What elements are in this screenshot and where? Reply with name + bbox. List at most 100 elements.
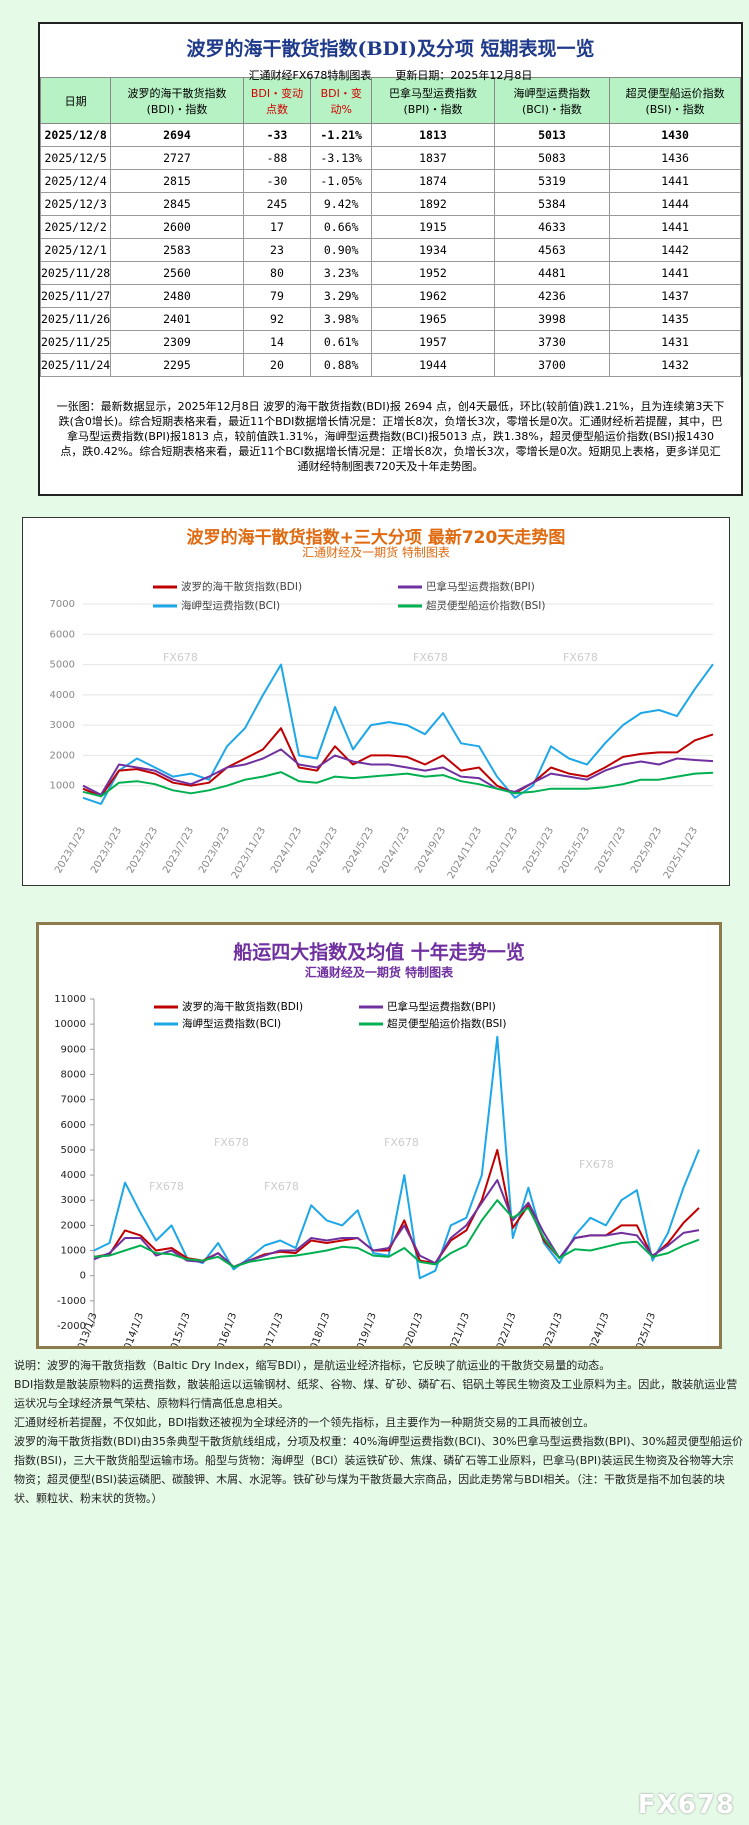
x-tick-label: 2024/3/23 <box>305 826 340 876</box>
x-tick-label: 2016/1/3 <box>214 1311 240 1349</box>
table-subtitle: 汇通财经FX678特制图表 更新日期：2025年12月8日 <box>40 67 741 83</box>
y-tick-label: -1000 <box>57 1296 86 1307</box>
column-header: 海岬型运费指数(BCI)・指数 <box>493 77 611 124</box>
table-cell: 1436 <box>609 146 741 170</box>
table-cell: 2309 <box>110 330 244 354</box>
legend-label: 海岬型运费指数(BCI) <box>181 599 280 612</box>
watermark: FX678 <box>413 651 448 664</box>
table-cell: 1962 <box>371 284 495 308</box>
table-header: 波罗的海干散货指数(BDI)及分项 短期表现一览 汇通财经FX678特制图表 更新… <box>40 24 741 82</box>
table-row: 2025/11/27 2480 79 3.29% 1962 4236 1437 <box>39 284 741 308</box>
table-cell: 1952 <box>371 261 495 285</box>
y-tick-label: 3000 <box>61 1195 86 1206</box>
y-tick-label: 6000 <box>50 629 75 640</box>
series-line <box>82 748 714 796</box>
table-cell: 2727 <box>110 146 244 170</box>
x-tick-label: 2025/1/3 <box>632 1311 658 1349</box>
table-row: 2025/12/8 2694 -33 -1.21% 1813 5013 1430 <box>39 123 741 147</box>
table-cell: 1892 <box>371 192 495 216</box>
column-header: 巴拿马型运费指数(BPI)・指数 <box>371 77 495 124</box>
watermark: FX678 <box>384 1136 419 1149</box>
x-tick-label: 2024/9/23 <box>413 826 448 876</box>
x-tick-label: 2023/5/23 <box>125 826 160 876</box>
series-line <box>82 727 714 798</box>
x-tick-label: 2023/1/3 <box>539 1311 565 1349</box>
table-cell: -30 <box>242 169 312 193</box>
table-cell: 5013 <box>493 123 611 147</box>
table-cell: 79 <box>242 284 312 308</box>
series-line <box>82 663 714 805</box>
legend-label: 巴拿马型运费指数(BPI) <box>387 1000 496 1013</box>
series-line <box>82 771 714 798</box>
legend-label: 波罗的海干散货指数(BDI) <box>182 1000 303 1013</box>
x-tick-label: 2023/11/23 <box>230 826 268 881</box>
x-tick-label: 2023/3/23 <box>89 826 124 876</box>
table-row: 2025/11/28 2560 80 3.23% 1952 4481 1441 <box>39 261 741 285</box>
x-tick-label: 2014/1/3 <box>120 1311 146 1349</box>
y-tick-label: 6000 <box>61 1120 86 1131</box>
x-tick-label: 2015/1/3 <box>167 1311 193 1349</box>
table-cell: 4481 <box>493 261 611 285</box>
table-cell: -88 <box>242 146 312 170</box>
watermark: FX678 <box>264 1180 299 1193</box>
table-cell: 2025/12/5 <box>39 146 112 170</box>
y-tick-label: 8000 <box>61 1069 86 1080</box>
legend-label: 超灵便型船运价指数(BSI) <box>426 599 545 612</box>
table-cell: 2401 <box>110 307 244 331</box>
x-tick-label: 2024/1/23 <box>269 826 304 876</box>
table-cell: -1.21% <box>310 123 373 147</box>
summary: 一张图：最新数据显示，2025年12月8日 波罗的海干散货指数(BDI)报 26… <box>56 400 725 473</box>
table-cell: 1957 <box>371 330 495 354</box>
series-line <box>93 1199 700 1268</box>
table-cell: 5083 <box>493 146 611 170</box>
table-cell: 3.29% <box>310 284 373 308</box>
subtitle: 汇通财经FX678特制图表 <box>248 69 372 82</box>
table-cell: 1874 <box>371 169 495 193</box>
y-tick-label: 2000 <box>50 750 75 761</box>
y-tick-label: 7000 <box>50 599 75 610</box>
table-cell: 1813 <box>371 123 495 147</box>
table-cell: 1430 <box>609 123 741 147</box>
note-paragraph: 波罗的海干散货指数(BDI)由35条典型干散货航线组成，分项及权重：40%海岬型… <box>14 1435 744 1505</box>
table-cell: 2025/12/2 <box>39 215 112 239</box>
table-row: 2025/12/3 2845 245 9.42% 1892 5384 1444 <box>39 192 741 216</box>
notes: 说明：波罗的海干散货指数（Baltic Dry Index，缩写BDI），是航运… <box>14 1356 744 1508</box>
y-tick-label: 5000 <box>61 1145 86 1156</box>
x-tick-label: 2023/9/23 <box>197 826 232 876</box>
y-tick-label: 9000 <box>61 1044 86 1055</box>
table-cell: 2025/12/3 <box>39 192 112 216</box>
table-title: 波罗的海干散货指数(BDI)及分项 短期表现一览 <box>186 38 595 60</box>
table-cell: 2480 <box>110 284 244 308</box>
watermark: FX678 <box>163 651 198 664</box>
column-header: 日期 <box>39 77 112 124</box>
x-tick-label: 2025/9/23 <box>629 826 664 876</box>
update-date: 更新日期：2025年12月8日 <box>395 69 533 82</box>
x-tick-label: 2025/11/23 <box>662 826 700 881</box>
table-row: 2025/12/1 2583 23 0.90% 1934 4563 1442 <box>39 238 741 262</box>
y-tick-label: 4000 <box>50 690 75 701</box>
table-cell: 1837 <box>371 146 495 170</box>
x-tick-label: 2025/1/23 <box>485 826 520 876</box>
y-tick-label: 0 <box>80 1271 86 1282</box>
table-cell: -33 <box>242 123 312 147</box>
x-tick-label: 2017/1/3 <box>260 1311 286 1349</box>
legend-label: 海岬型运费指数(BCI) <box>182 1017 281 1030</box>
x-tick-label: 2023/7/23 <box>161 826 196 876</box>
table-cell: -1.05% <box>310 169 373 193</box>
logo: FX678 <box>637 1790 735 1820</box>
legend-label: 超灵便型船运价指数(BSI) <box>387 1017 506 1030</box>
table-cell: 2815 <box>110 169 244 193</box>
data-table: 日期 波罗的海干散货指数(BDI)・指数 BDI・变动点数 BDI・变动% 巴拿马型运费… <box>39 77 741 377</box>
table-cell: 2025/11/28 <box>39 261 112 285</box>
y-tick-label: 1000 <box>50 781 75 792</box>
table-cell: 2845 <box>110 192 244 216</box>
table-cell: 80 <box>242 261 312 285</box>
x-tick-label: 2023/1/23 <box>53 826 88 876</box>
x-tick-label: 2021/1/3 <box>446 1311 472 1349</box>
table-cell: 4236 <box>493 284 611 308</box>
table-cell: 20 <box>242 353 312 377</box>
table-cell: 2694 <box>110 123 244 147</box>
x-tick-label: 2024/7/23 <box>377 826 412 876</box>
